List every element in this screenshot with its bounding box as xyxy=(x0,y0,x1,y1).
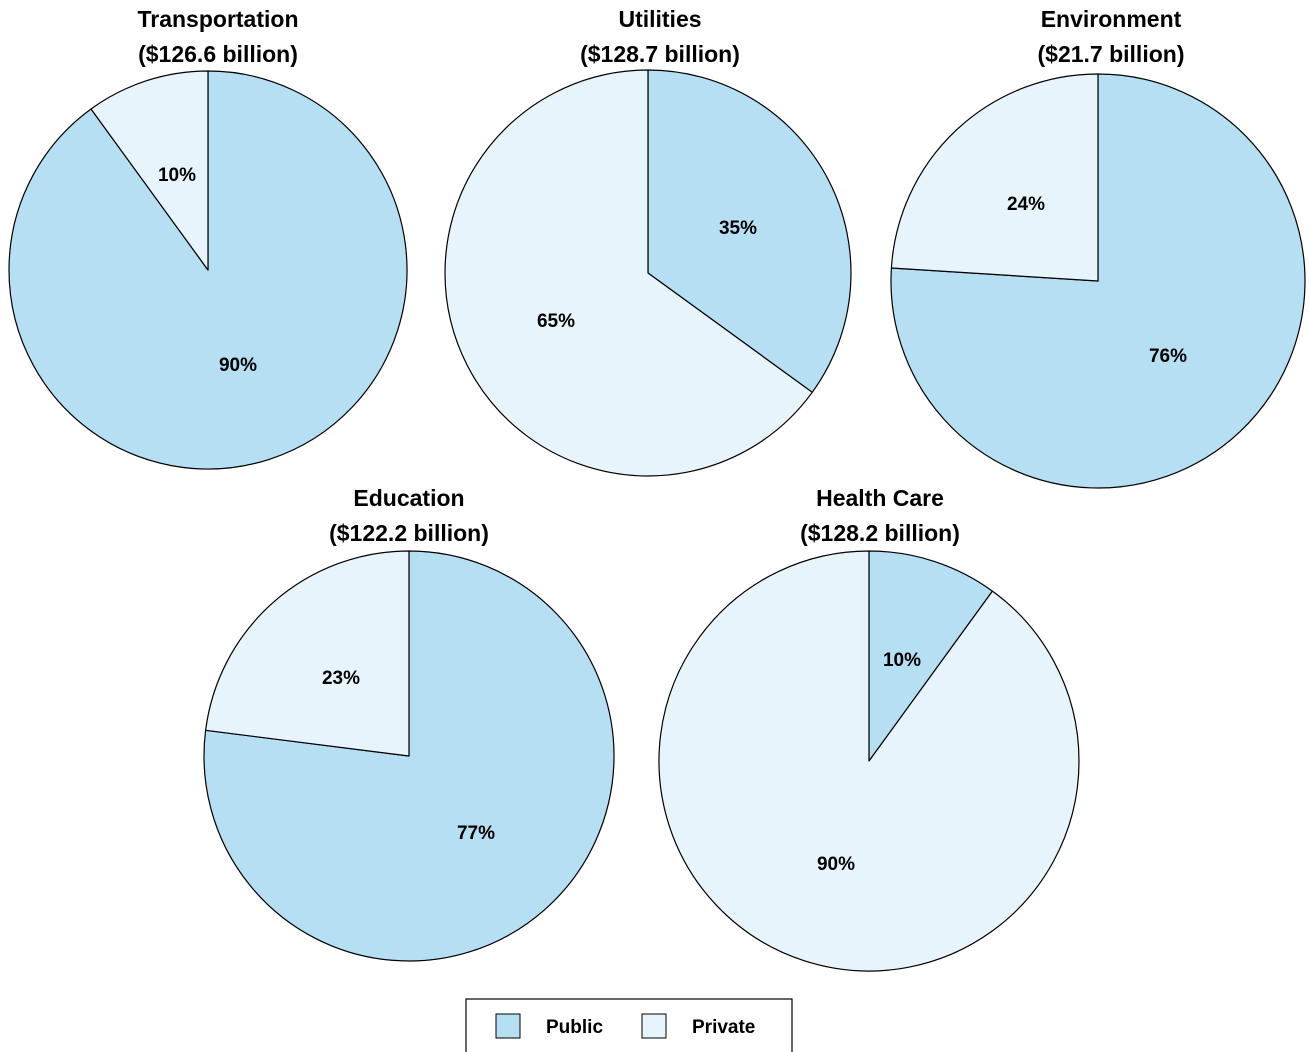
pie-label-environment-public: 76% xyxy=(1149,346,1187,367)
pie-slice-environment-public xyxy=(890,73,1306,489)
pie-subtitle-transportation: ($126.6 billion) xyxy=(138,41,298,67)
pie-title-environment: Environment xyxy=(1041,6,1182,32)
pie-slice-education-private xyxy=(205,550,410,757)
pie-label-transportation-public: 90% xyxy=(219,355,257,376)
pie-title-utilities: Utilities xyxy=(618,6,701,32)
pie-slice-health-care-public xyxy=(868,550,994,762)
pie-label-environment-private: 24% xyxy=(1007,194,1045,215)
pie-slice-health-care-private xyxy=(658,550,1080,972)
pie-charts-group: Transportation ($126.6 billion) 90% 10% Util… xyxy=(8,6,1306,972)
pie-title-health-care: Health Care xyxy=(816,485,944,511)
pie-label-transportation-private: 10% xyxy=(158,165,196,186)
legend: Public Private xyxy=(465,998,793,1052)
pie-slice-utilities-public xyxy=(647,69,852,393)
pie-slice-utilities-private xyxy=(444,69,813,477)
legend-swatch-private xyxy=(641,1013,667,1039)
pie-subtitle-utilities: ($128.7 billion) xyxy=(580,41,740,67)
pie-label-education-public: 77% xyxy=(457,823,495,844)
pie-title-education: Education xyxy=(353,485,464,511)
legend-label-public: Public xyxy=(546,1017,603,1038)
legend-swatch-public xyxy=(495,1013,521,1039)
pie-title-transportation: Transportation xyxy=(137,6,298,32)
pie-label-education-private: 23% xyxy=(322,668,360,689)
legend-label-private: Private xyxy=(692,1017,755,1038)
pie-slice-education-public xyxy=(203,550,615,962)
pie-label-health-care-private: 90% xyxy=(817,854,855,875)
pie-label-utilities-private: 65% xyxy=(537,311,575,332)
pie-slice-transportation-public xyxy=(8,70,408,470)
pie-subtitle-education: ($122.2 billion) xyxy=(329,520,489,546)
pie-label-health-care-public: 10% xyxy=(883,650,921,671)
pie-slice-environment-private xyxy=(890,73,1099,282)
pie-subtitle-environment: ($21.7 billion) xyxy=(1038,41,1185,67)
pie-slice-transportation-private xyxy=(90,70,209,271)
pie-subtitle-health-care: ($128.2 billion) xyxy=(800,520,960,546)
pie-label-utilities-public: 35% xyxy=(719,218,757,239)
